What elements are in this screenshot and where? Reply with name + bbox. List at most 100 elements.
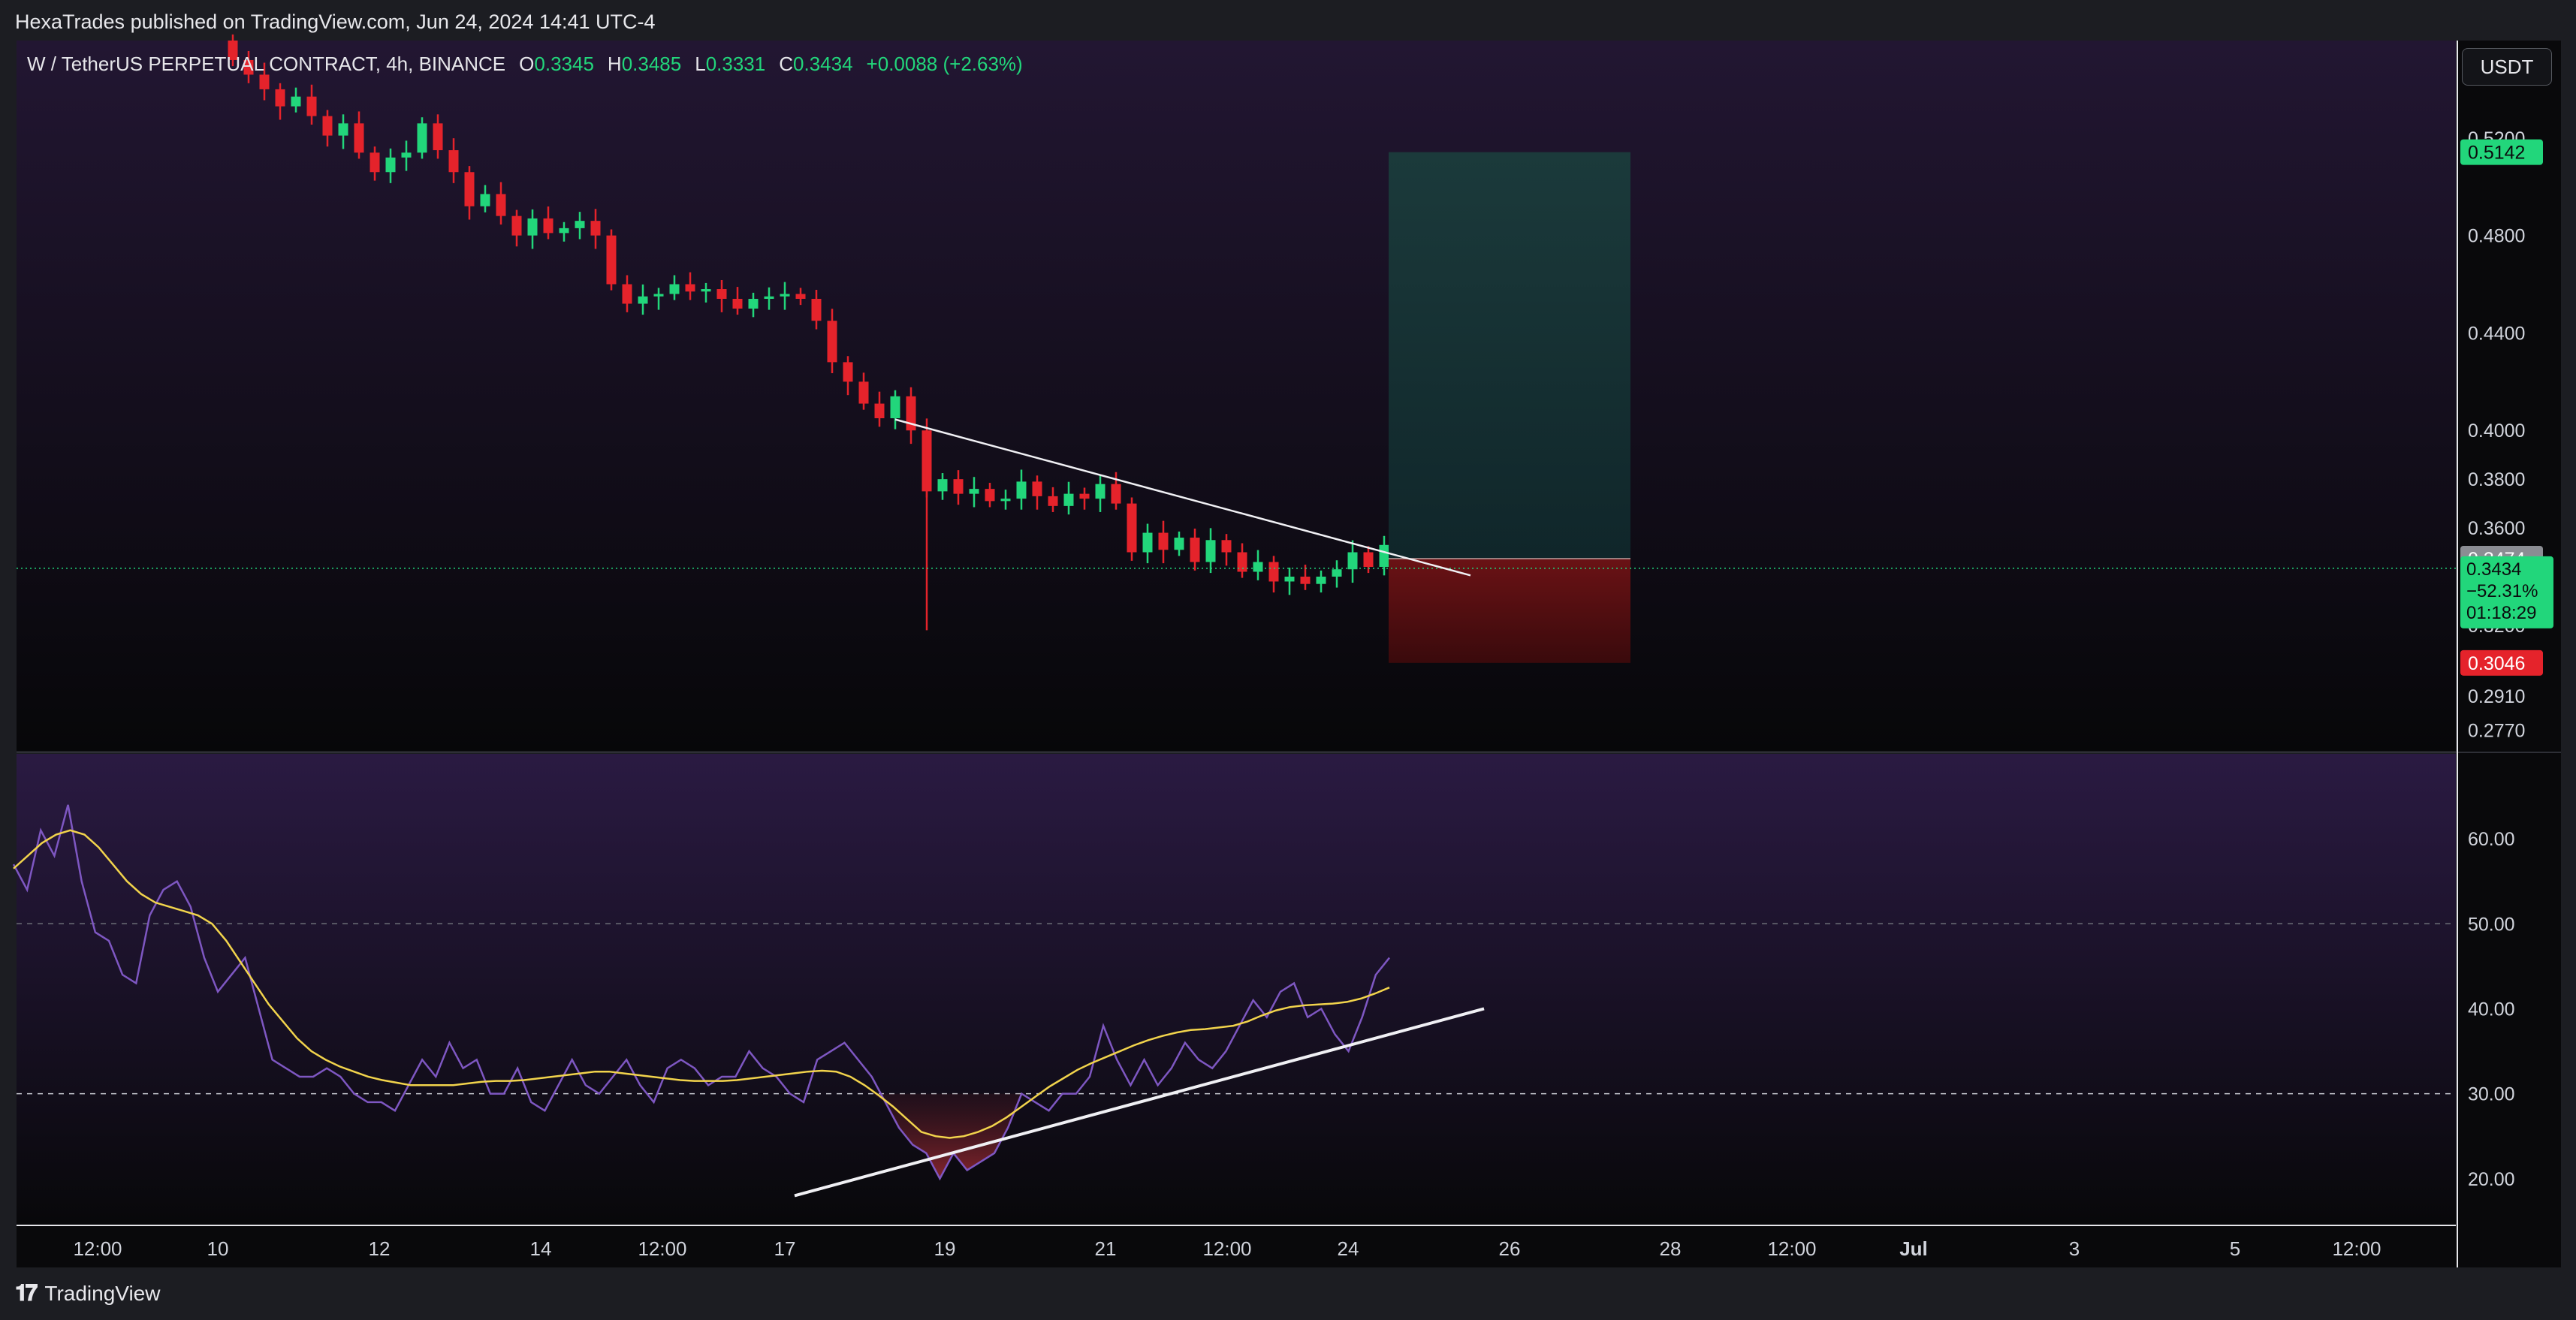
candle-body bbox=[527, 218, 538, 236]
candle-body bbox=[243, 59, 254, 75]
candle-body bbox=[1127, 503, 1137, 553]
time-tick-label: 12:00 bbox=[638, 1237, 686, 1260]
time-tick-label: 12:00 bbox=[1767, 1237, 1816, 1260]
low-value: 0.3331 bbox=[705, 53, 766, 75]
candle-body bbox=[795, 294, 806, 299]
close-value: 0.3434 bbox=[793, 53, 853, 75]
price-tick-label: 0.4800 bbox=[2468, 226, 2525, 247]
tradingview-logo[interactable]: 𝟏𝟕 TradingView bbox=[15, 1278, 160, 1309]
candle-body bbox=[275, 89, 285, 107]
candle-body bbox=[701, 289, 711, 292]
rsi-tick-label: 50.00 bbox=[2468, 914, 2515, 935]
time-tick-label: 12 bbox=[369, 1237, 391, 1260]
high-value: 0.3485 bbox=[621, 53, 682, 75]
candle-body bbox=[874, 403, 885, 419]
price-tick-label: 0.4000 bbox=[2468, 420, 2525, 442]
last-price-badge-bg bbox=[2460, 556, 2553, 628]
price-tick-label: 0.2770 bbox=[2468, 720, 2525, 741]
candle-body bbox=[401, 152, 412, 158]
candle-body bbox=[496, 194, 506, 216]
candle-body bbox=[669, 284, 680, 294]
main-pane bbox=[17, 41, 2456, 751]
target-badge: 0.5142 bbox=[2468, 143, 2525, 164]
time-tick-label: 5 bbox=[2230, 1237, 2240, 1260]
candle-body bbox=[1190, 538, 1200, 562]
candle-body bbox=[1142, 532, 1153, 553]
candle-body bbox=[764, 296, 774, 299]
symbol-legend: W / TetherUS PERPETUAL CONTRACT, 4h, BIN… bbox=[27, 53, 1023, 76]
descending-trendline bbox=[894, 418, 1471, 577]
published-line: HexaTrades published on TradingView.com,… bbox=[15, 11, 656, 33]
candle-body bbox=[590, 221, 601, 236]
price-tick-label: 0.3600 bbox=[2468, 518, 2525, 539]
price-tick-label: 0.4400 bbox=[2468, 323, 2525, 344]
candle-body bbox=[259, 74, 270, 89]
open-value: 0.3345 bbox=[534, 53, 594, 75]
candle-body bbox=[732, 299, 743, 309]
candle-body bbox=[1016, 481, 1027, 499]
tradingview-logo-text: TradingView bbox=[44, 1282, 161, 1305]
candle-body bbox=[843, 362, 853, 382]
candle-body bbox=[811, 299, 822, 321]
candle-body bbox=[1063, 493, 1074, 506]
candle-body bbox=[433, 123, 443, 151]
candle-body bbox=[1347, 552, 1358, 570]
candle-body bbox=[622, 284, 632, 304]
time-tick-label: 26 bbox=[1499, 1237, 1521, 1260]
candle-body bbox=[606, 235, 617, 285]
candle-body bbox=[748, 299, 759, 309]
candle-body bbox=[448, 150, 459, 173]
time-tick-label: 14 bbox=[530, 1237, 552, 1260]
candle-body bbox=[638, 296, 648, 304]
time-tick-label: 17 bbox=[774, 1237, 796, 1260]
target-badge-bg bbox=[2460, 139, 2543, 165]
candle-body bbox=[985, 489, 995, 502]
candle-body bbox=[1300, 576, 1311, 584]
rsi-line bbox=[12, 804, 1390, 1181]
candle-body bbox=[937, 479, 948, 492]
time-tick-label: 12:00 bbox=[73, 1237, 122, 1260]
candle-body bbox=[653, 294, 664, 297]
target-zone bbox=[1389, 152, 1630, 559]
time-tick-label: 12:00 bbox=[1202, 1237, 1251, 1260]
time-tick-label: 3 bbox=[2069, 1237, 2080, 1260]
price-tick-label: 0.3800 bbox=[2468, 469, 2525, 490]
candle-body bbox=[559, 228, 569, 234]
open-label: O bbox=[519, 53, 535, 75]
candle-body bbox=[716, 289, 727, 299]
tradingview-logo-icon: 𝟏𝟕 bbox=[15, 1281, 38, 1306]
candle-body bbox=[543, 218, 554, 234]
time-tick-label: 21 bbox=[1095, 1237, 1117, 1260]
axis-column bbox=[2457, 41, 2561, 1225]
candle-body bbox=[1284, 576, 1295, 582]
candle-body bbox=[1205, 540, 1216, 562]
candle-body bbox=[385, 157, 396, 173]
time-tick-label: 10 bbox=[207, 1237, 229, 1260]
currency-unit-button[interactable]: USDT bbox=[2462, 48, 2552, 86]
close-label: C bbox=[779, 53, 794, 75]
last-change-badge: −52.31% bbox=[2466, 581, 2538, 601]
price-tick-label: 0.2910 bbox=[2468, 686, 2525, 707]
candle-body bbox=[1316, 576, 1326, 584]
candle-body bbox=[953, 479, 964, 494]
time-tick-label: 24 bbox=[1338, 1237, 1359, 1260]
candle-body bbox=[1174, 538, 1184, 550]
candle-body bbox=[1379, 544, 1389, 567]
candle-body bbox=[1253, 562, 1263, 572]
high-label: H bbox=[607, 53, 622, 75]
candle-body bbox=[969, 489, 979, 494]
candle-body bbox=[228, 41, 238, 60]
candle-body bbox=[1048, 496, 1058, 506]
rsi-tick-label: 30.00 bbox=[2468, 1084, 2515, 1105]
countdown-badge: 01:18:29 bbox=[2466, 603, 2536, 623]
candle-body bbox=[685, 284, 695, 292]
candle-body bbox=[1032, 481, 1042, 496]
rsi-ma-line bbox=[13, 829, 1390, 1139]
ascending-trendline bbox=[794, 1007, 1485, 1198]
rsi-pane bbox=[17, 754, 2456, 1225]
candle-body bbox=[575, 221, 585, 228]
stop-badge: 0.3046 bbox=[2468, 653, 2525, 674]
candle-body bbox=[1268, 562, 1279, 582]
candle-body bbox=[322, 116, 333, 136]
